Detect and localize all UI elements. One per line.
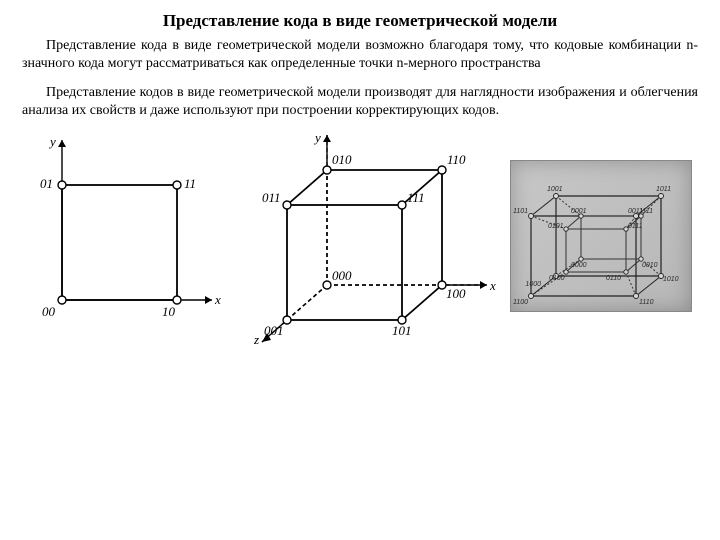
figure-square: x y 00 10 01 11	[22, 130, 222, 330]
cube-110: 110	[447, 152, 466, 167]
cube-111: 111	[407, 190, 425, 205]
square-11: 11	[184, 176, 196, 191]
square-axis-y: y	[48, 134, 56, 149]
figures-row: x y 00 10 01 11	[22, 130, 698, 450]
h-0101: 0101	[548, 223, 564, 230]
h-1001: 1001	[547, 186, 563, 193]
square-01: 01	[40, 176, 53, 191]
figure-hypercube: 1001 1011 1101 1111 0001 0101 0111 0011 …	[510, 160, 692, 312]
cube-001: 001	[264, 323, 284, 338]
h-1011: 1011	[656, 186, 671, 193]
h-1101: 1101	[513, 208, 528, 215]
page: Представление кода в виде геометрической…	[0, 0, 720, 540]
h-0110: 0110	[606, 275, 621, 282]
cube-axis-y: y	[313, 130, 321, 145]
h-1110: 1110	[639, 299, 654, 306]
cube-011: 011	[262, 190, 281, 205]
h-0111: 0111	[628, 223, 643, 230]
h-0001: 0001	[571, 208, 587, 215]
cube-axis-z: z	[253, 332, 259, 347]
figure-cube: x y z 000 100	[242, 130, 502, 350]
h-1100: 1100	[513, 299, 528, 306]
cube-101: 101	[392, 323, 412, 338]
h-0100: 0100	[549, 275, 565, 282]
cube-000: 000	[332, 268, 352, 283]
h-0010: 0010	[642, 262, 658, 269]
h-0000: 0000	[571, 262, 587, 269]
cube-axis-x: x	[489, 278, 496, 293]
square-axis-x: x	[214, 292, 221, 307]
page-title: Представление кода в виде геометрической…	[130, 10, 590, 31]
cube-010: 010	[332, 152, 352, 167]
h-0011: 0011	[628, 208, 643, 215]
h-1010: 1010	[663, 276, 679, 283]
square-00: 00	[42, 304, 56, 319]
paragraph-2: Представление кодов в виде геометрическо…	[22, 84, 698, 120]
h-1000: 1000	[525, 281, 541, 288]
square-10: 10	[162, 304, 176, 319]
cube-100: 100	[446, 286, 466, 301]
paragraph-1: Представление кода в виде геометрической…	[22, 37, 698, 73]
